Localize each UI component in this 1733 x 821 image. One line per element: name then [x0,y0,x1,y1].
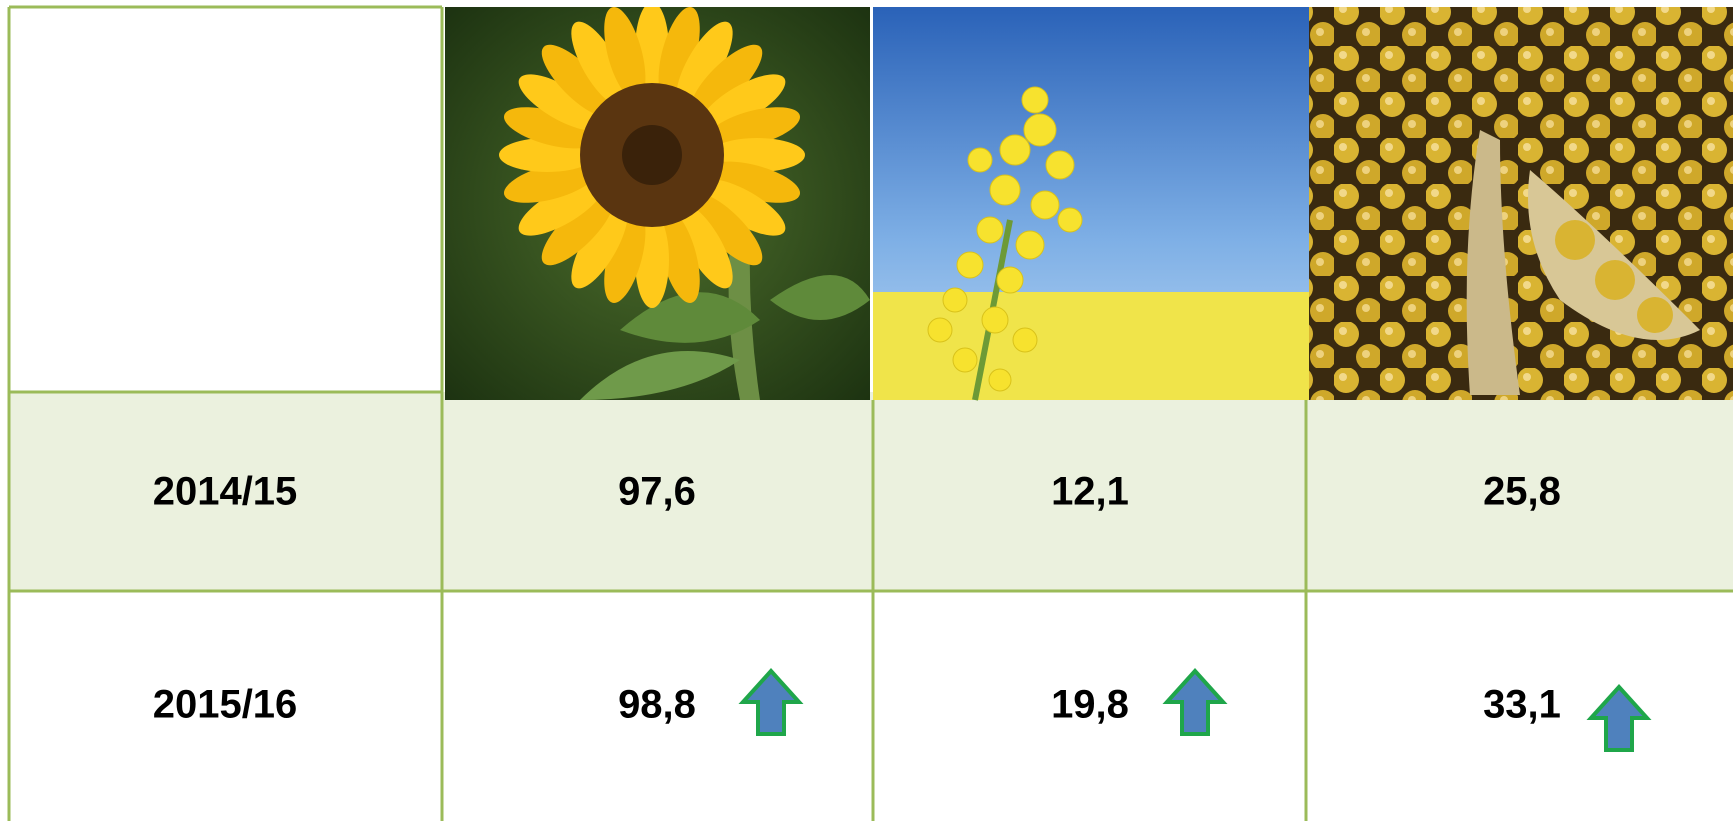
petal [658,209,700,303]
petal [690,193,763,266]
up-arrow [738,668,804,736]
cell-value: 12,1 [1051,470,1129,514]
petal [518,74,604,131]
cell-value: 25,8 [1483,470,1561,514]
up-arrow [1586,684,1652,752]
petal [706,107,800,149]
empty-cell [9,7,442,392]
petal [676,203,733,289]
sunflower-image [445,7,870,400]
year-label: 2015/16 [153,683,298,727]
petal [541,44,614,117]
petal [690,44,763,117]
petal [706,161,800,203]
petal [604,209,646,303]
petals [499,7,805,308]
petal [700,74,786,131]
petal [571,21,628,107]
soybean-image [1309,7,1733,400]
row-background [9,591,1733,821]
cell-value: 98,8 [618,683,696,727]
petal [504,161,598,203]
year-label: 2014/15 [153,470,298,514]
petal [700,179,786,236]
petal [518,179,604,236]
petal [504,107,598,149]
up-arrow [1162,668,1228,736]
row-background [9,392,1733,591]
petal [658,7,700,101]
cell-value: 97,6 [618,470,696,514]
petal [604,7,646,101]
cell-value: 33,1 [1483,683,1561,727]
rapeseed-image [873,7,1309,401]
petal [541,193,614,266]
grid [7,5,1733,821]
cell-value: 19,8 [1051,683,1129,727]
petal [571,203,628,289]
petal [676,21,733,107]
